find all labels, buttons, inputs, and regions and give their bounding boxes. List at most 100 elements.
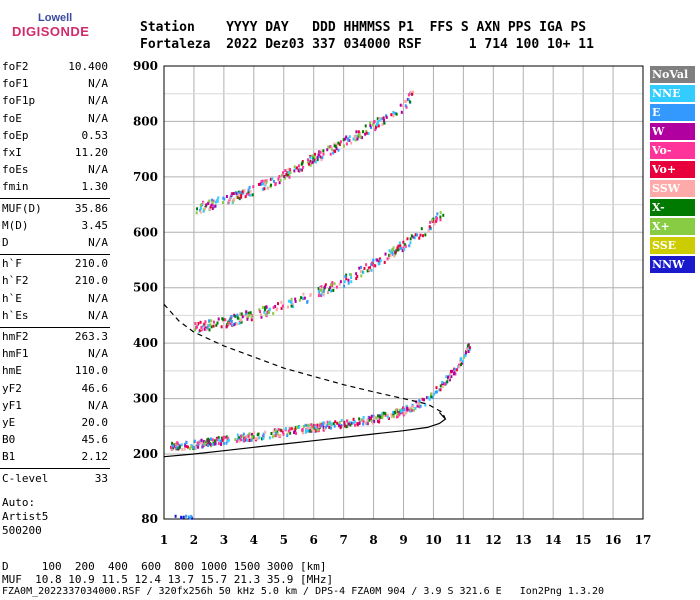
trace-echo-point (305, 428, 308, 432)
param-name: foF2 (2, 60, 29, 73)
trace-echo-point (377, 124, 380, 128)
trace-echo-point (246, 317, 249, 321)
trace-echo-point (225, 441, 228, 445)
trace-echo-point (322, 293, 325, 297)
trace-echo-point (433, 222, 436, 226)
trace-echo-point (256, 437, 259, 441)
trace-echo-point (327, 422, 330, 426)
trace-echo-point (259, 182, 262, 186)
trace-echo-point (325, 425, 328, 429)
trace-echo-point (230, 314, 233, 318)
trace-echo-point (392, 410, 395, 414)
trace-echo-point (198, 328, 201, 332)
trace-echo-point (310, 423, 313, 427)
trace-echo-point (448, 378, 451, 382)
trace-echo-point (263, 182, 266, 186)
trace-echo-point (463, 353, 466, 357)
trace-echo-point (322, 289, 325, 293)
trace-echo-point (283, 174, 286, 178)
trace-echo-point (408, 100, 411, 104)
trace-echo-point (249, 311, 252, 315)
trace-echo-point (347, 281, 350, 285)
x-tick-label: 16 (605, 533, 622, 547)
trace-echo-point (335, 147, 338, 151)
param-value: 3.45 (81, 218, 109, 232)
trace-echo-point (190, 445, 193, 449)
trace-echo-point (280, 429, 283, 433)
trace-echo-point (205, 328, 208, 332)
trace-echo-point (246, 438, 249, 442)
trace-echo-point (398, 408, 401, 412)
trace-echo-point (234, 437, 237, 441)
trace-echo-point (364, 421, 367, 425)
trace-echo-point (375, 124, 378, 128)
legend-entry: NNW (650, 256, 695, 273)
trace-echo-point (207, 441, 210, 445)
trace-echo-point (381, 416, 384, 420)
trace-echo-point (455, 368, 458, 372)
trace-echo-point (276, 430, 279, 434)
trace-echo-point (221, 201, 224, 205)
trace-echo-point (391, 248, 394, 252)
trace-echo-point (345, 142, 348, 146)
trace-echo-point (451, 369, 454, 373)
legend-entry: NNE (650, 85, 695, 102)
trace-echo-point (347, 422, 350, 426)
trace-echo-point (343, 420, 346, 424)
trace-echo-point (265, 180, 268, 184)
trace-echo-point (350, 276, 353, 280)
trace-echo-point (302, 424, 305, 428)
trace-echo-point (352, 417, 355, 421)
trace-echo-point (175, 446, 178, 450)
trace-echo-point (237, 436, 240, 440)
trace-echo-point (306, 429, 309, 433)
trace-echo-point (409, 237, 412, 241)
trace-echo-point (240, 193, 243, 197)
trace-echo-point (435, 390, 438, 394)
trace-echo-point (204, 320, 207, 324)
trace-echo-point (245, 312, 248, 316)
trace-echo-point (259, 310, 262, 314)
trace-echo-point (343, 280, 346, 284)
trace-echo-point (355, 136, 358, 140)
trace-echo-point (352, 137, 355, 141)
trace-echo-point (370, 414, 373, 418)
trace-echo-point (318, 424, 321, 428)
trace-echo-point (202, 201, 205, 205)
trace-echo-point (372, 264, 375, 268)
trace-echo-point (272, 430, 275, 434)
trace-echo-point (460, 357, 463, 361)
trace-echo-point (420, 227, 423, 231)
trace-echo-point (314, 425, 317, 429)
trace-echo-point (375, 416, 378, 420)
trace-echo-point (297, 168, 300, 172)
param-name: hmF1 (2, 347, 29, 361)
trace-echo-point (367, 131, 370, 135)
trace-echo-point (263, 306, 266, 310)
trace-echo-point (230, 319, 233, 323)
trace-echo-point (277, 427, 280, 431)
trace-echo-point (377, 262, 380, 266)
trace-echo-point (275, 308, 278, 312)
param-value: N/A (88, 398, 108, 412)
trace-echo-point (264, 179, 267, 183)
trace-echo-point (329, 423, 332, 427)
trace-echo-point (416, 233, 419, 237)
legend-entry: X+ (650, 218, 695, 235)
trace-echo-point (428, 397, 431, 401)
footer-distance-row: D 100 200 400 600 800 1000 1500 3000 [km… (2, 560, 327, 573)
trace-echo-point (427, 229, 430, 233)
trace-echo-point (171, 444, 174, 448)
trace-echo-point (196, 325, 199, 329)
trace-echo-point (307, 427, 310, 431)
trace-echo-point (226, 436, 229, 440)
trace-echo-point (330, 145, 333, 149)
trace-echo-point (428, 225, 431, 229)
trace-echo-point (349, 423, 352, 427)
trace-echo-point (449, 369, 452, 373)
trace-echo-point (353, 134, 356, 138)
param-separator (0, 253, 110, 255)
trace-echo-point (412, 235, 415, 239)
trace-echo-point (274, 431, 277, 435)
trace-echo-point (313, 427, 316, 431)
